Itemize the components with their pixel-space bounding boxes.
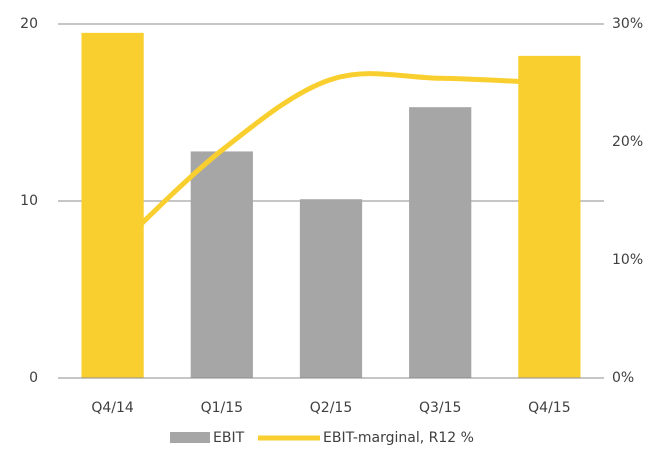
bar xyxy=(190,151,253,378)
y-tick-label: 20 xyxy=(20,16,38,32)
y-tick-label: 0 xyxy=(29,370,38,386)
x-tick-label: Q2/15 xyxy=(310,400,352,416)
x-tick-label: Q1/15 xyxy=(201,400,243,416)
x-tick-label: Q4/15 xyxy=(528,400,570,416)
bar xyxy=(81,32,144,378)
line xyxy=(110,71,550,254)
y-tick-label: 10 xyxy=(20,193,38,209)
x-tick-label: Q3/15 xyxy=(419,400,461,416)
x-tick-label: Q4/14 xyxy=(91,400,134,416)
bar xyxy=(299,199,363,378)
y2-tick-label: 30% xyxy=(612,16,643,32)
bar xyxy=(409,107,472,378)
y2-tick-label: 10% xyxy=(612,252,643,268)
y2-tick-label: 0% xyxy=(612,370,634,386)
y2-tick-label: 20% xyxy=(612,134,643,150)
legend-label: EBIT xyxy=(213,430,245,446)
legend-label: EBIT-marginal, R12 % xyxy=(323,430,474,446)
bar xyxy=(518,55,581,379)
legend-swatch xyxy=(170,432,210,443)
